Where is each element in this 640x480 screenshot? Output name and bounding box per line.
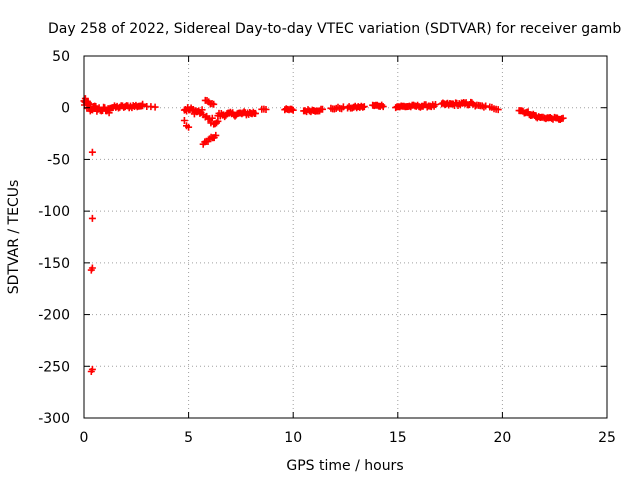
data-point	[378, 101, 386, 109]
data-point	[432, 101, 439, 108]
x-tick-label: 25	[598, 430, 616, 446]
y-tick-label: -150	[38, 256, 70, 272]
data-point	[494, 106, 502, 114]
x-tick-label: 20	[493, 430, 511, 446]
y-tick-label: -250	[38, 359, 70, 375]
x-axis-label: GPS time / hours	[286, 458, 403, 474]
data-point	[212, 131, 220, 139]
data-point	[252, 109, 259, 117]
x-tick-label: 15	[389, 430, 407, 446]
data-point	[210, 100, 218, 108]
plot-frame	[83, 55, 608, 419]
data-point	[88, 148, 96, 156]
chart-title: Day 258 of 2022, Sidereal Day-to-day VTE…	[48, 21, 621, 37]
data-point	[319, 105, 326, 113]
y-tick-label: -200	[38, 308, 70, 324]
y-tick-label: 50	[52, 49, 70, 65]
data-points	[80, 95, 567, 375]
data-point	[185, 123, 193, 131]
x-tick-label: 5	[184, 430, 193, 446]
x-tick-label: 10	[284, 430, 302, 446]
axis-ticks	[83, 55, 608, 419]
y-tick-label: -50	[47, 152, 70, 168]
data-point	[288, 105, 296, 113]
data-point	[208, 114, 216, 122]
x-tick-label: 0	[80, 430, 89, 446]
data-point	[289, 106, 297, 114]
x-tick-labels: 0 5 10 15 20 25	[80, 430, 616, 446]
gridlines	[84, 56, 607, 418]
data-point	[87, 368, 95, 375]
y-tick-label: -100	[38, 204, 70, 220]
data-point	[196, 109, 204, 117]
data-point	[379, 103, 387, 111]
y-tick-labels: 50 0 -50 -100 -150 -200 -250 -300	[38, 49, 70, 427]
data-point	[151, 103, 159, 111]
data-point	[180, 117, 188, 124]
data-point	[87, 266, 95, 274]
data-point	[559, 114, 567, 122]
data-point	[198, 106, 206, 114]
y-tick-label: 0	[61, 101, 70, 117]
y-axis-label: SDTVAR / TECUs	[6, 180, 22, 295]
data-point	[360, 103, 368, 111]
data-point	[88, 214, 96, 222]
data-point	[262, 106, 270, 113]
data-point	[482, 102, 490, 110]
y-tick-label: -300	[38, 411, 70, 427]
